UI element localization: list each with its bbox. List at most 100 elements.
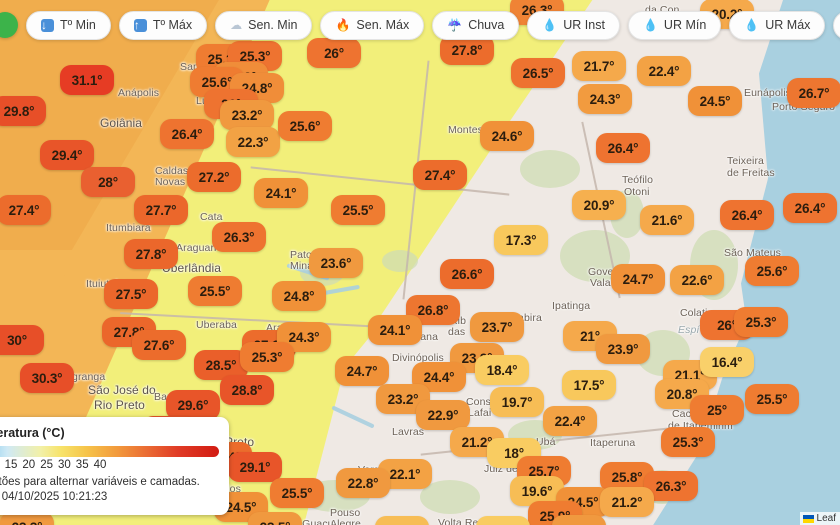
temperature-marker[interactable]: 24.7° (335, 356, 389, 386)
temperature-marker[interactable]: 21.7° (572, 51, 626, 81)
temperature-marker[interactable]: 28.5° (194, 350, 248, 380)
toolbar-chip-sen-m-x[interactable]: 🔥 Sen. Máx (320, 10, 425, 40)
temperature-marker[interactable]: 25.5° (270, 478, 324, 508)
temperature-marker[interactable]: 20.9° (572, 190, 626, 220)
toolbar-chip-t-m-x[interactable]: ↑ Tº Máx (118, 10, 208, 40)
temperature-marker[interactable]: 19.7° (490, 387, 544, 417)
temperature-marker[interactable]: 25.3° (240, 342, 294, 372)
toolbar-chip-chuva[interactable]: ☔ Chuva (432, 10, 520, 40)
cloud-icon: ☁ (230, 18, 243, 32)
temperature-marker[interactable]: 22.6° (670, 265, 724, 295)
temperature-marker[interactable]: 22.8° (336, 468, 390, 498)
temperature-marker[interactable]: 17.3° (494, 225, 548, 255)
temperature-marker[interactable]: 26.3° (644, 471, 698, 501)
temperature-marker[interactable]: 23.2° (220, 100, 274, 130)
temperature-marker[interactable]: 24.6° (480, 121, 534, 151)
temperature-marker[interactable]: 27.4° (413, 160, 467, 190)
legend-tick: 15 (4, 459, 18, 471)
temperature-marker[interactable]: 24.1° (254, 178, 308, 208)
temperature-marker[interactable]: 25.3° (661, 427, 715, 457)
legend-tick: 25 (40, 459, 53, 471)
temperature-marker[interactable]: 24.7° (611, 264, 665, 294)
temperature-marker[interactable]: 23.3° (0, 512, 54, 525)
temperature-marker[interactable]: 23.5° (248, 512, 302, 525)
temperature-marker[interactable]: 26.4° (596, 133, 650, 163)
temperature-marker[interactable]: 21.2° (600, 487, 654, 517)
temperature-marker[interactable]: 30.3° (20, 363, 74, 393)
temperature-marker[interactable]: 25.3° (734, 307, 788, 337)
toolbar-chip-vento[interactable]: 💨Vento (833, 10, 840, 40)
temperature-marker[interactable]: 25.6° (745, 256, 799, 286)
temperature-marker[interactable]: 26.7° (787, 78, 840, 108)
variable-toolbar[interactable]: ↓ Tº Min ↑ Tº Máx ☁ Sen. Min 🔥 Sen. Máx ☔ Chuva 💧 U… (0, 8, 840, 42)
temperature-marker[interactable]: 18.4° (475, 355, 529, 385)
temperature-marker[interactable]: 26.4° (783, 193, 837, 223)
toolbar-chip-label: Tº Min (60, 18, 96, 32)
temperature-marker[interactable]: 28° (81, 167, 135, 197)
temperature-marker[interactable]: 24.3° (578, 84, 632, 114)
toolbar-chip-ur-m-x[interactable]: 💧 UR Máx (729, 10, 826, 40)
temperature-marker[interactable]: 29.8° (0, 96, 46, 126)
rain-cloud-icon: ☔ (447, 18, 463, 32)
temperature-marker[interactable]: 26.3° (212, 222, 266, 252)
vegetation-patch (420, 480, 480, 514)
temperature-marker[interactable]: 28.8° (220, 375, 274, 405)
temperature-marker[interactable]: 17.5° (562, 370, 616, 400)
temperature-marker[interactable]: 24.3° (277, 322, 331, 352)
temperature-marker[interactable]: 27.5° (104, 279, 158, 309)
legend-tick: 20 (22, 459, 36, 471)
water-drop-icon: 💧 (744, 18, 760, 32)
temperature-marker[interactable]: 26.4° (160, 119, 214, 149)
temperature-marker[interactable]: 23.7° (470, 312, 524, 342)
leaflet-link[interactable]: Leaf (816, 513, 836, 524)
temperature-marker[interactable]: 31.1° (60, 65, 114, 95)
temperature-marker[interactable]: 29.1° (228, 452, 282, 482)
temperature-marker[interactable]: 27.8° (440, 35, 494, 65)
temperature-marker[interactable]: 22.9° (416, 400, 470, 430)
temperature-marker[interactable]: 24.1° (368, 315, 422, 345)
temperature-marker[interactable]: 22.4° (543, 406, 597, 436)
temperature-marker[interactable]: 27.7° (134, 195, 188, 225)
temperature-marker[interactable]: 27.6° (132, 330, 186, 360)
toolbar-chip-label: UR Inst (563, 18, 605, 32)
temperature-marker[interactable]: 16.4° (700, 347, 754, 377)
toolbar-chip-ur-m-n[interactable]: 💧 UR Mín (627, 10, 722, 40)
temperature-marker[interactable]: 23.9° (596, 334, 650, 364)
map-attribution[interactable]: Leaf (799, 512, 840, 525)
temperature-marker[interactable]: 18.8° (476, 516, 530, 525)
toolbar-chip-ur-inst[interactable]: 💧 UR Inst (527, 10, 620, 40)
toolbar-chip-t-min[interactable]: ↓ Tº Min (26, 10, 111, 40)
temperature-marker[interactable]: 21.6° (640, 205, 694, 235)
temperature-marker[interactable]: 19.3° (375, 516, 429, 525)
temperature-marker[interactable]: 25° (690, 395, 744, 425)
temperature-marker[interactable]: 26.5° (511, 58, 565, 88)
toolbar-chip-sen-min[interactable]: ☁ Sen. Min (215, 10, 313, 40)
temperature-marker[interactable]: 26.4° (720, 200, 774, 230)
temperature-marker[interactable]: 29.6° (166, 390, 220, 420)
flame-icon: 🔥 (335, 18, 351, 32)
temperature-marker[interactable]: 27.4° (0, 195, 51, 225)
temperature-marker[interactable]: 24.8° (272, 281, 326, 311)
temperature-marker[interactable]: 24.5° (688, 86, 742, 116)
temperature-marker[interactable]: 20.8° (655, 379, 709, 409)
temperature-marker[interactable]: 25.5° (331, 195, 385, 225)
legend-tick: 35 (75, 459, 89, 471)
water-drop-icon: 💧 (642, 18, 658, 32)
temperature-marker[interactable]: 22.4° (637, 56, 691, 86)
temperature-marker[interactable]: 23.2° (376, 384, 430, 414)
temperature-marker[interactable]: 29.4° (40, 140, 94, 170)
temperature-marker[interactable]: 26.6° (440, 259, 494, 289)
temperature-marker[interactable]: 30° (0, 325, 44, 355)
temperature-marker[interactable]: 22.3° (226, 127, 280, 157)
temperature-marker[interactable]: 25.5° (188, 276, 242, 306)
temperature-marker[interactable]: 26° (307, 38, 361, 68)
temperature-marker[interactable]: 27.8° (124, 239, 178, 269)
home-button[interactable] (0, 12, 18, 38)
temperature-marker[interactable]: 25.5° (745, 384, 799, 414)
temperature-marker[interactable]: 27.2° (187, 162, 241, 192)
water-drop-icon: 💧 (542, 18, 558, 32)
temperature-marker[interactable]: 22.8° (552, 515, 606, 525)
temperature-marker[interactable]: 25.6° (278, 111, 332, 141)
temperature-marker[interactable]: 23.6° (309, 248, 363, 278)
